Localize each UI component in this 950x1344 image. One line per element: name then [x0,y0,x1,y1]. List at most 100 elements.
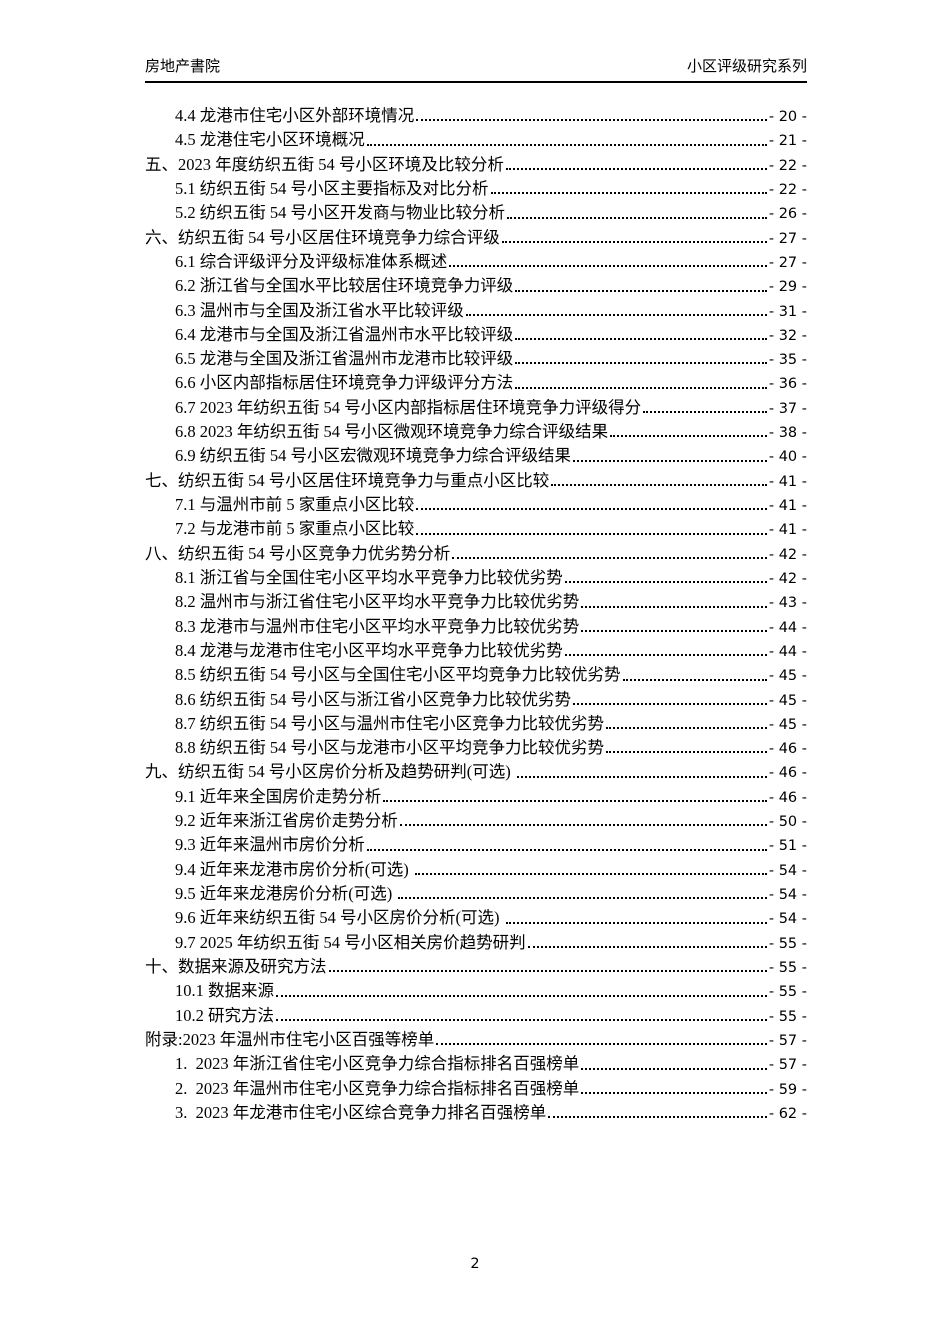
toc-leader-dots [507,199,767,219]
toc-entry[interactable]: 3. 2023 年龙港市住宅小区综合竞争力排名百强榜单 - 62 - [145,1099,807,1123]
toc-entry[interactable]: 8.6 纺织五街 54 号小区与浙江省小区竞争力比较优劣势 - 45 - [145,686,807,710]
toc-entry[interactable]: 五、2023 年度纺织五街 54 号小区环境及比较分析 - 22 - [145,151,807,175]
toc-entry[interactable]: 1. 2023 年浙江省住宅小区竞争力综合指标排名百强榜单 - 57 - [145,1050,807,1074]
toc-entry[interactable]: 10.1 数据来源 - 55 - [145,977,807,1001]
toc-entry-text: 7.1 与温州市前 5 家重点小区比较 [175,495,415,514]
toc-entry[interactable]: 七、纺织五街 54 号小区居住环境竞争力与重点小区比较 - 41 - [145,467,807,491]
toc-entry-page: - 29 - [768,279,807,296]
toc-entry[interactable]: 9.6 近年来纺织五街 54 号小区房价分析(可选) - 54 - [145,904,807,928]
toc-leader-dots [564,564,767,584]
toc-entry[interactable]: 六、纺织五街 54 号小区居住环境竞争力综合评级 - 27 - [145,224,807,248]
toc-entry-text: 八、纺织五街 54 号小区竞争力优劣势分析 [145,543,451,563]
toc-entry-page: - 45 - [768,716,807,733]
toc-entry[interactable]: 6.2 浙江省与全国水平比较居住环境竞争力评级 - 29 - [145,272,807,296]
toc-entry-page: - 32 - [768,327,807,344]
toc-entry-page: - 41 - [768,473,807,490]
toc-entry[interactable]: 7.1 与温州市前 5 家重点小区比较 - 41 - [145,491,807,515]
toc-entry[interactable]: 10.2 研究方法 - 55 - [145,1002,807,1026]
toc-leader-dots [449,248,767,268]
toc-entry-text: 9.6 近年来纺织五街 54 号小区房价分析(可选) [175,908,504,928]
toc-entry[interactable]: 9.1 近年来全国房价走势分析 - 46 - [145,783,807,807]
toc-entry[interactable]: 8.4 龙港与龙港市住宅小区平均水平竞争力比较优劣势 - 44 - [145,637,807,661]
toc-entry-text: 6.1 综合评级评分及评级标准体系概述 [175,251,448,271]
toc-entry-text: 8.7 纺织五街 54 号小区与温州市住宅小区竞争力比较优劣势 [175,713,604,733]
toc-entry-text: 5.2 纺织五街 54 号小区开发商与物业比较分析 [175,203,505,223]
toc-leader-dots [366,126,767,146]
toc-leader-dots [515,321,767,341]
toc-entry-page: - 44 - [768,643,807,660]
toc-entry[interactable]: 9.4 近年来龙港市房价分析(可选) - 54 - [145,856,807,880]
toc-leader-dots [551,467,767,486]
toc-entry[interactable]: 9.7 2025 年纺织五街 54 号小区相关房价趋势研判 - 55 - [145,929,807,953]
header-left-text: 房地产書院 [145,58,221,75]
toc-leader-dots [515,369,767,389]
toc-entry[interactable]: 9.3 近年来温州市房价分析 - 51 - [145,831,807,855]
toc-entry-page: - 45 - [768,692,807,709]
toc-entry-page: - 62 - [768,1105,807,1122]
toc-entry[interactable]: 八、纺织五街 54 号小区竞争力优劣势分析 - 42 - [145,540,807,564]
toc-leader-dots [606,734,767,754]
toc-leader-dots [328,953,767,973]
toc-entry[interactable]: 9.2 近年来浙江省房价走势分析 - 50 - [145,807,807,831]
toc-entry-page: - 46 - [768,789,807,806]
toc-leader-dots [581,588,767,608]
toc-entry[interactable]: 6.7 2023 年纺织五街 54 号小区内部指标居住环境竞争力评级得分 - 3… [145,394,807,418]
header-right-text: 小区评级研究系列 [686,58,807,75]
toc-entry-text: 8.2 温州市与浙江省住宅小区平均水平竞争力比较优劣势 [175,592,580,612]
toc-entry-page: - 31 - [768,303,807,320]
toc-leader-dots [398,880,767,900]
toc-entry[interactable]: 2. 2023 年温州市住宅小区竞争力综合指标排名百强榜单 - 59 - [145,1075,807,1099]
toc-entry[interactable]: 8.7 纺织五街 54 号小区与温州市住宅小区竞争力比较优劣势 - 45 - [145,710,807,734]
toc-entry-text: 8.5 纺织五街 54 号小区与全国住宅小区平均竞争力比较优劣势 [175,665,621,685]
toc-entry[interactable]: 6.6 小区内部指标居住环境竞争力评级评分方法 - 36 - [145,369,807,393]
toc-entry[interactable]: 九、纺织五街 54 号小区房价分析及趋势研判(可选) - 46 - [145,758,807,782]
toc-entry[interactable]: 6.3 温州市与全国及浙江省水平比较评级 - 31 - [145,297,807,321]
toc-entry[interactable]: 6.4 龙港市与全国及浙江省温州市水平比较评级 - 32 - [145,321,807,345]
toc-entry[interactable]: 5.2 纺织五街 54 号小区开发商与物业比较分析 - 26 - [145,199,807,223]
toc-entry-page: - 27 - [768,254,807,271]
toc-entry[interactable]: 附录:2023 年温州市住宅小区百强等榜单 - 57 - [145,1026,807,1050]
toc-entry-page: - 50 - [768,814,807,831]
toc-entry-page: - 36 - [768,376,807,393]
toc-entry-page: - 43 - [768,595,807,612]
toc-entry-text: 五、2023 年度纺织五街 54 号小区环境及比较分析 [145,154,504,174]
toc-entry[interactable]: 4.4 龙港市住宅小区外部环境情况 - 20 - [145,102,807,126]
toc-entry[interactable]: 8.8 纺织五街 54 号小区与龙港市小区平均竞争力比较优劣势 - 46 - [145,734,807,758]
toc-entry-page: - 55 - [768,984,807,1001]
toc-entry[interactable]: 十、数据来源及研究方法 - 55 - [145,953,807,977]
toc-entry-page: - 38 - [768,425,807,442]
toc-entry[interactable]: 7.2 与龙港市前 5 家重点小区比较 - 41 - [145,515,807,539]
toc-entry-page: - 59 - [768,1081,807,1098]
toc-entry-text: 4.4 龙港市住宅小区外部环境情况 [175,106,415,125]
toc-entry-text: 6.7 2023 年纺织五街 54 号小区内部指标居住环境竞争力评级得分 [175,397,642,417]
toc-entry[interactable]: 8.5 纺织五街 54 号小区与全国住宅小区平均竞争力比较优劣势 - 45 - [145,661,807,685]
toc-entry[interactable]: 6.5 龙港与全国及浙江省温州市龙港市比较评级 - 35 - [145,345,807,369]
toc-entry[interactable]: 6.8 2023 年纺织五街 54 号小区微观环境竞争力综合评级结果 - 38 … [145,418,807,442]
toc-entry-page: - 41 - [768,498,807,514]
toc-entry-text: 9.4 近年来龙港市房价分析(可选) [175,859,413,879]
toc-entry[interactable]: 5.1 纺织五街 54 号小区主要指标及对比分析 - 22 - [145,175,807,199]
toc-entry-text: 9.5 近年来龙港房价分析(可选) [175,884,397,903]
toc-entry-text: 6.2 浙江省与全国水平比较居住环境竞争力评级 [175,276,514,296]
toc-entry[interactable]: 8.3 龙港市与温州市住宅小区平均水平竞争力比较优劣势 - 44 - [145,613,807,637]
toc-entry[interactable]: 9.5 近年来龙港房价分析(可选) - 54 - [145,880,807,904]
toc-entry-text: 6.9 纺织五街 54 号小区宏微观环境竞争力综合评级结果 [175,446,571,466]
toc-entry[interactable]: 4.5 龙港住宅小区环境概况 - 21 - [145,126,807,150]
toc-entry-page: - 21 - [768,133,807,150]
toc-leader-dots [515,345,767,365]
toc-entry[interactable]: 8.2 温州市与浙江省住宅小区平均水平竞争力比较优劣势 - 43 - [145,588,807,612]
toc-entry-page: - 45 - [768,668,807,685]
toc-entry-page: - 55 - [768,959,807,976]
toc-entry-text: 2. 2023 年温州市住宅小区竞争力综合指标排名百强榜单 [175,1078,580,1098]
toc-entry-page: - 54 - [768,911,807,928]
toc-leader-dots [581,613,767,632]
toc-entry[interactable]: 6.9 纺织五街 54 号小区宏微观环境竞争力综合评级结果 - 40 - [145,442,807,466]
toc-entry-page: - 20 - [768,109,807,125]
toc-entry-page: - 35 - [768,352,807,369]
toc-entry-text: 4.5 龙港住宅小区环境概况 [175,130,365,150]
toc-entry[interactable]: 6.1 综合评级评分及评级标准体系概述 - 27 - [145,248,807,272]
toc-entry[interactable]: 8.1 浙江省与全国住宅小区平均水平竞争力比较优劣势 - 42 - [145,564,807,588]
toc-entry-text: 7.2 与龙港市前 5 家重点小区比较 [175,519,415,539]
toc-entry-text: 5.1 纺织五街 54 号小区主要指标及对比分析 [175,178,489,198]
